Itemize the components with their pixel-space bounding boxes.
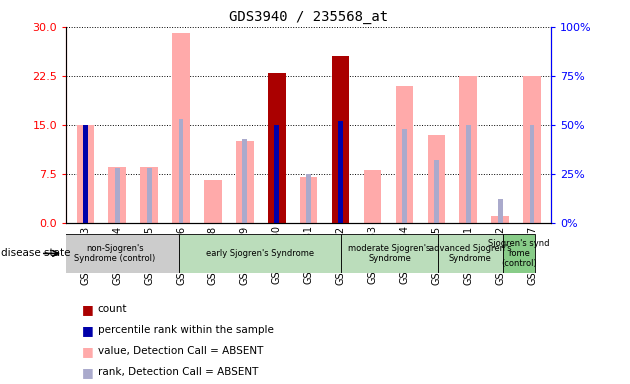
Bar bbox=[364, 170, 381, 223]
Text: percentile rank within the sample: percentile rank within the sample bbox=[98, 325, 273, 335]
Bar bbox=[428, 135, 445, 223]
Bar bbox=[332, 56, 350, 223]
Bar bbox=[438, 234, 503, 273]
Text: count: count bbox=[98, 304, 127, 314]
Bar bbox=[524, 76, 541, 223]
Bar bbox=[268, 73, 285, 223]
Bar bbox=[498, 199, 503, 223]
Bar bbox=[83, 125, 88, 223]
Text: Sjogren's synd
rome
(control): Sjogren's synd rome (control) bbox=[488, 238, 549, 268]
Text: ■: ■ bbox=[82, 366, 94, 379]
Text: ■: ■ bbox=[82, 303, 94, 316]
Bar bbox=[108, 167, 126, 223]
Title: GDS3940 / 235568_at: GDS3940 / 235568_at bbox=[229, 10, 388, 25]
Bar bbox=[275, 125, 279, 223]
Bar bbox=[236, 141, 254, 223]
Bar bbox=[402, 129, 407, 223]
Text: value, Detection Call = ABSENT: value, Detection Call = ABSENT bbox=[98, 346, 263, 356]
Bar bbox=[396, 86, 413, 223]
Bar bbox=[147, 168, 152, 223]
Bar bbox=[83, 139, 88, 223]
Bar bbox=[341, 234, 438, 273]
Text: advanced Sjogren's
Syndrome: advanced Sjogren's Syndrome bbox=[429, 244, 512, 263]
Bar bbox=[243, 139, 247, 223]
Text: non-Sjogren's
Syndrome (control): non-Sjogren's Syndrome (control) bbox=[74, 244, 155, 263]
Bar bbox=[140, 167, 158, 223]
Bar bbox=[434, 160, 438, 223]
Text: moderate Sjogren's
Syndrome: moderate Sjogren's Syndrome bbox=[348, 244, 431, 263]
Text: ■: ■ bbox=[82, 324, 94, 337]
Text: ■: ■ bbox=[82, 345, 94, 358]
Bar bbox=[50, 234, 180, 273]
Bar bbox=[204, 180, 222, 223]
Bar bbox=[503, 234, 535, 273]
Bar bbox=[466, 125, 471, 223]
Bar bbox=[300, 177, 318, 223]
Bar bbox=[530, 125, 534, 223]
Bar bbox=[180, 234, 341, 273]
Text: early Sjogren's Syndrome: early Sjogren's Syndrome bbox=[206, 249, 314, 258]
Bar bbox=[115, 168, 120, 223]
Bar bbox=[179, 119, 183, 223]
Text: disease state: disease state bbox=[1, 248, 71, 258]
Bar bbox=[491, 216, 509, 223]
Bar bbox=[76, 125, 94, 223]
Bar bbox=[459, 76, 477, 223]
Bar bbox=[172, 33, 190, 223]
Bar bbox=[306, 174, 311, 223]
Bar bbox=[338, 121, 343, 223]
Text: rank, Detection Call = ABSENT: rank, Detection Call = ABSENT bbox=[98, 367, 258, 377]
